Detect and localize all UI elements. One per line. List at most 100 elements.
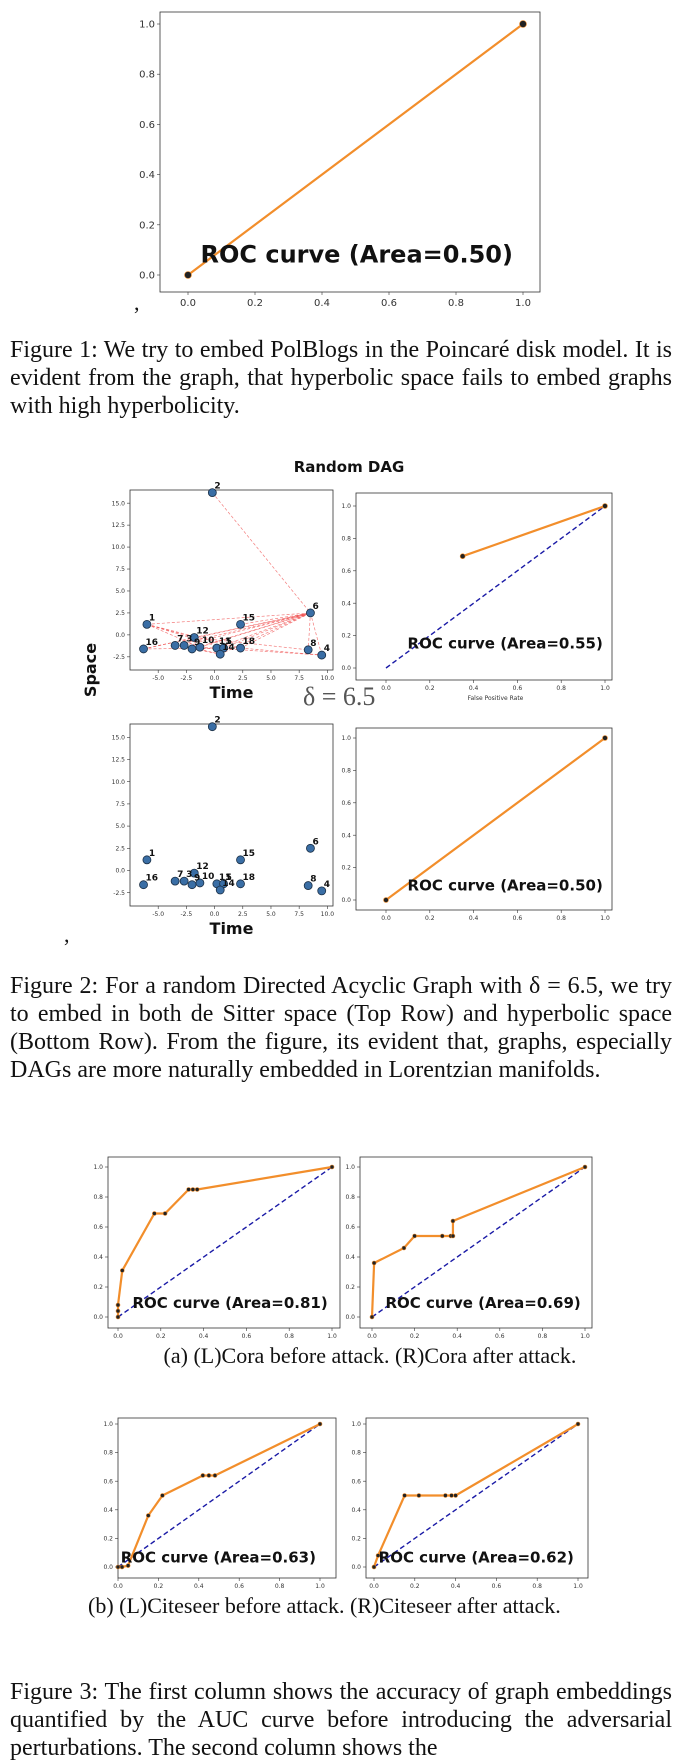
y-tick-label: 0.8 [351, 1450, 361, 1457]
roc-point [575, 1421, 581, 1427]
y-tick-label: 0.0 [351, 1564, 361, 1571]
y-tick-label: 0.6 [103, 1478, 113, 1485]
fig2-roc-top-chart: 0.0 0.2 0.4 0.6 0.8 1.0 0.0 0.2 0.4 0.6 0.8 1.0 ROC … [341, 492, 613, 702]
graph-node [170, 641, 180, 650]
x-tick-label: 0.0 [210, 675, 220, 682]
y-tick-label: 0.2 [93, 1284, 103, 1291]
graph-edge [146, 612, 311, 625]
y-tick-label: 0.0 [341, 665, 351, 672]
roc-point [439, 1233, 445, 1239]
roc-point [383, 897, 389, 903]
x-tick-label: 0.0 [113, 1583, 123, 1590]
x-tick-label: 0.6 [234, 1583, 244, 1590]
graph-edge [212, 492, 311, 614]
y-tick-label: 15.0 [112, 734, 126, 741]
y-tick-label: 0.2 [139, 220, 155, 231]
x-tick-label: 1.0 [600, 915, 610, 922]
roc-area-annotation: ROC curve (Area=0.50) [201, 240, 513, 268]
graph-node [306, 843, 315, 853]
graph-node [215, 649, 225, 659]
roc-curve-line [462, 504, 606, 558]
node-label: 8 [310, 875, 316, 885]
plot-frame [129, 489, 334, 671]
graph-node [142, 619, 152, 629]
chance-diagonal [385, 505, 606, 669]
roc-point [119, 1564, 125, 1570]
y-tick-label: 0.4 [139, 170, 155, 181]
roc-point [194, 1187, 200, 1192]
graph-node [189, 868, 199, 878]
node-label: 2 [214, 716, 220, 726]
node-label: 7 [177, 870, 183, 880]
plot-frame [355, 492, 613, 681]
roc-point [162, 1211, 168, 1216]
y-tick-label: 1.0 [351, 1421, 361, 1428]
graph-edge [216, 612, 311, 649]
node-label: 6 [312, 602, 318, 612]
figure3-caption: Figure 3: The first column shows the acc… [10, 1679, 672, 1761]
plot-frame [359, 1156, 593, 1329]
y-tick-label: 0.2 [351, 1536, 361, 1543]
graph-edge [146, 624, 224, 649]
roc-point [375, 1553, 381, 1558]
graph-node [306, 608, 315, 618]
roc-point [449, 1493, 454, 1498]
node-label: 3 [186, 870, 192, 880]
x-axis-label: Time [210, 919, 254, 938]
y-tick-label: 0.0 [341, 897, 351, 904]
delta-label: δ = 6.5 [303, 682, 376, 711]
x-tick-label: 0.8 [448, 298, 464, 309]
y-tick-label: 0.8 [341, 536, 351, 543]
node-label: 8 [310, 639, 316, 649]
fig1-roc-chart: 0.0 0.2 0.4 0.6 0.8 1.0 0.0 0.2 0.4 0.6 0.8 1.0 ROC … [139, 11, 541, 309]
figure2-title: Random DAG [294, 458, 405, 476]
figure2-comma: , [64, 922, 70, 947]
x-tick-label: 0.4 [452, 1333, 462, 1340]
fig2-scatter-top-chart: -5.0 -2.5 0.0 2.5 5.0 7.5 10.0 -2.5 0.0 2.5 5.0 7.5… [81, 482, 334, 702]
y-tick-label: 0.4 [93, 1254, 103, 1261]
x-tick-label: 0.8 [275, 1583, 285, 1590]
x-tick-label: 5.0 [266, 911, 276, 918]
plot-frame [117, 1417, 337, 1579]
x-tick-label: 0.4 [451, 1583, 461, 1590]
x-tick-label: 0.0 [369, 1583, 379, 1590]
x-tick-label: 0.0 [367, 1333, 377, 1340]
roc-point [602, 503, 608, 509]
y-tick-label: 0.4 [103, 1507, 113, 1514]
y-tick-label: 7.5 [115, 566, 125, 573]
plot-frame [355, 727, 613, 911]
x-tick-label: 0.4 [314, 298, 330, 309]
roc-point [115, 1314, 121, 1320]
node-label: 2 [214, 482, 220, 492]
x-tick-label: -5.0 [152, 911, 164, 918]
y-tick-label: 0.8 [103, 1450, 113, 1457]
graph-edge [146, 624, 195, 638]
graph-node [207, 488, 217, 498]
plot-frame [129, 723, 334, 907]
node-label: 11 [219, 873, 232, 883]
roc-point [119, 1268, 125, 1273]
graph-edge [310, 612, 323, 656]
roc-point [450, 1218, 456, 1224]
roc-point [115, 1564, 121, 1570]
roc-point [212, 1473, 218, 1478]
y-tick-label: 10.0 [112, 779, 126, 786]
x-tick-label: 0.8 [532, 1583, 542, 1590]
y-tick-label: 0.0 [115, 632, 125, 639]
x-tick-label: 0.6 [381, 298, 397, 309]
roc-point [115, 1308, 121, 1314]
graph-edge [175, 612, 311, 646]
graph-node [236, 619, 245, 629]
graph-node [303, 881, 313, 890]
x-tick-label: 0.0 [381, 915, 391, 922]
graph-node [317, 886, 327, 896]
x-axis-label: False Positive Rate [468, 695, 524, 702]
graph-edge [191, 612, 311, 650]
roc-point [206, 1473, 212, 1478]
graph-edge [307, 612, 311, 650]
y-tick-label: 0.0 [345, 1314, 355, 1321]
y-tick-label: 0.4 [341, 832, 351, 839]
graph-node [187, 880, 197, 890]
y-tick-label: 1.0 [341, 503, 351, 510]
